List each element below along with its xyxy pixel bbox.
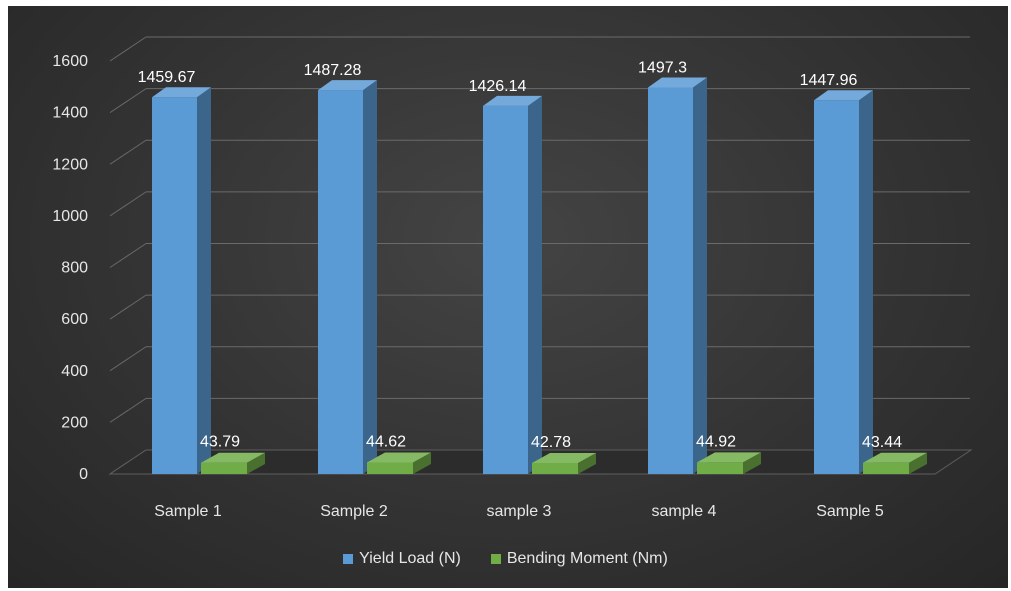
bar-bending-moment-top	[532, 452, 596, 463]
legend-label-yield-load: Yield Load (N)	[359, 550, 461, 567]
x-category-label: Sample 5	[816, 503, 884, 520]
bar-yield-load-top	[814, 90, 873, 101]
bar-yield-load-top	[648, 77, 707, 88]
bar-yield-load-side	[693, 77, 707, 475]
legend-swatch-bending-moment	[490, 554, 501, 564]
y-tick-label: 800	[61, 260, 88, 277]
bar-yield-load-top	[152, 87, 211, 98]
bar-yield-load-top	[483, 95, 542, 106]
bar-bending-moment-side	[743, 452, 761, 474]
bar-yield-load	[318, 80, 377, 474]
bar-bending-moment-front	[863, 462, 909, 474]
data-label-bending-moment: 43.79	[200, 434, 240, 451]
bar-bending-moment-front	[532, 462, 578, 474]
bar-yield-load-front	[152, 97, 197, 474]
y-tick-label: 1600	[52, 53, 88, 70]
bar-bending-moment	[697, 452, 761, 474]
bar-bending-moment	[863, 452, 927, 474]
bar-yield-load-side	[363, 80, 377, 474]
data-label-bending-moment: 44.62	[366, 433, 406, 450]
bar-yield-load	[152, 87, 211, 474]
y-tick-label: 1200	[52, 156, 88, 173]
bar-bending-moment-side	[413, 452, 431, 474]
legend-item-yield-load: Yield Load (N)	[343, 550, 461, 568]
x-category-label: sample 3	[487, 503, 552, 520]
bar-bending-moment-side	[909, 452, 927, 474]
bar-yield-load-top	[318, 80, 377, 91]
bar-bending-moment-side	[578, 452, 596, 474]
bar-yield-load	[814, 90, 873, 474]
legend-item-bending-moment: Bending Moment (Nm)	[490, 550, 668, 568]
legend-label-bending-moment: Bending Moment (Nm)	[506, 550, 668, 567]
legend: Yield Load (N) Bending Moment (Nm)	[0, 550, 1011, 568]
bar-bending-moment-side	[247, 452, 265, 474]
bar-bending-moment-front	[201, 462, 247, 474]
bar-yield-load-front	[648, 87, 693, 475]
legend-swatch-yield-load	[343, 554, 354, 564]
bar-bending-moment-top	[367, 452, 431, 463]
bar-bending-moment-top	[863, 452, 927, 463]
bar-yield-load-side	[197, 87, 211, 474]
data-label-yield-load: 1459.67	[138, 69, 196, 86]
data-label-yield-load: 1447.96	[800, 72, 858, 89]
bar-bending-moment-front	[367, 462, 413, 474]
data-label-yield-load: 1487.28	[304, 62, 362, 79]
bar-bending-moment-front	[697, 462, 743, 474]
x-category-label: Sample 1	[154, 503, 222, 520]
data-label-yield-load: 1426.14	[469, 78, 527, 95]
bar-bending-moment	[201, 452, 265, 474]
x-category-label: Sample 2	[320, 503, 388, 520]
gridline-side	[109, 397, 147, 423]
bar-yield-load-front	[318, 90, 363, 474]
bar-yield-load-front	[814, 100, 859, 474]
bar-yield-load	[483, 95, 542, 474]
gridline-side	[109, 36, 147, 62]
bar-bending-moment-top	[201, 452, 265, 463]
data-label-bending-moment: 44.92	[696, 433, 736, 450]
y-tick-label: 0	[79, 466, 88, 483]
bar-yield-load-front	[483, 105, 528, 474]
gridline-side	[109, 346, 147, 372]
bar-bending-moment	[532, 452, 596, 474]
y-tick-label: 400	[61, 363, 88, 380]
x-category-label: sample 4	[652, 503, 717, 520]
data-label-bending-moment: 42.78	[531, 434, 571, 451]
gridline-side	[109, 243, 147, 268]
bar-yield-load-side	[859, 90, 873, 474]
data-label-yield-load: 1497.3	[638, 60, 687, 77]
data-label-bending-moment: 43.44	[862, 434, 902, 451]
y-tick-label: 200	[61, 414, 88, 431]
bar-bending-moment	[367, 452, 431, 474]
gridline-side	[109, 139, 147, 165]
bar-yield-load	[648, 77, 707, 475]
bar-bending-moment-top	[697, 452, 761, 463]
gridline-side	[109, 294, 147, 320]
gridline-side	[109, 88, 147, 114]
gridline-side	[109, 191, 147, 217]
y-tick-label: 1400	[52, 105, 88, 122]
y-tick-label: 1000	[52, 208, 88, 225]
bar-yield-load-side	[528, 95, 542, 474]
y-tick-label: 600	[61, 311, 88, 328]
